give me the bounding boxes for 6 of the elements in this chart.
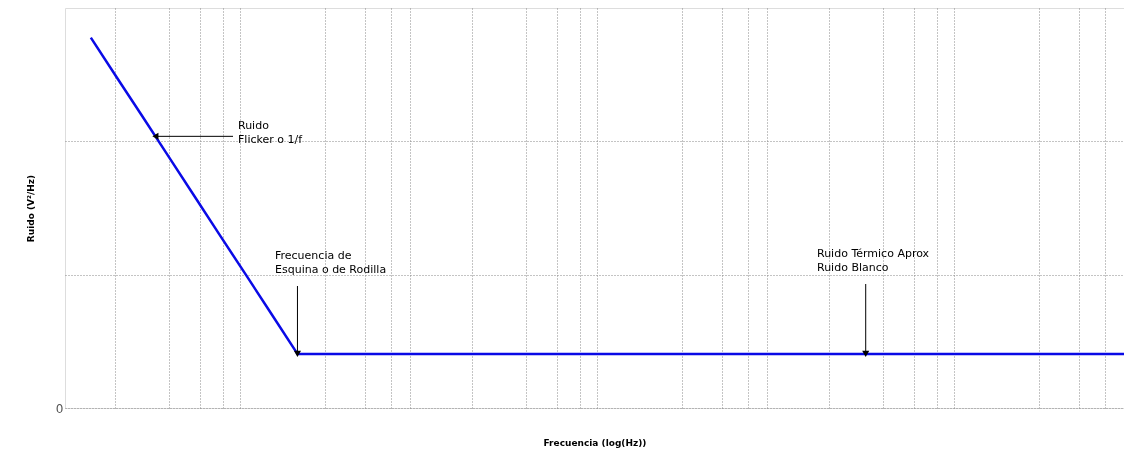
x-axis-title: Frecuencia (log(Hz)): [543, 437, 647, 448]
annotation: Frecuencia de Esquina o de Rodilla: [275, 249, 387, 276]
annotation: Ruido Térmico Aprox Ruido Blanco: [817, 247, 930, 274]
annotation: Ruido Flicker o 1/f: [238, 119, 304, 146]
text: 0: [55, 401, 64, 416]
y-axis-title: Ruido (V²/Hz): [25, 174, 36, 243]
